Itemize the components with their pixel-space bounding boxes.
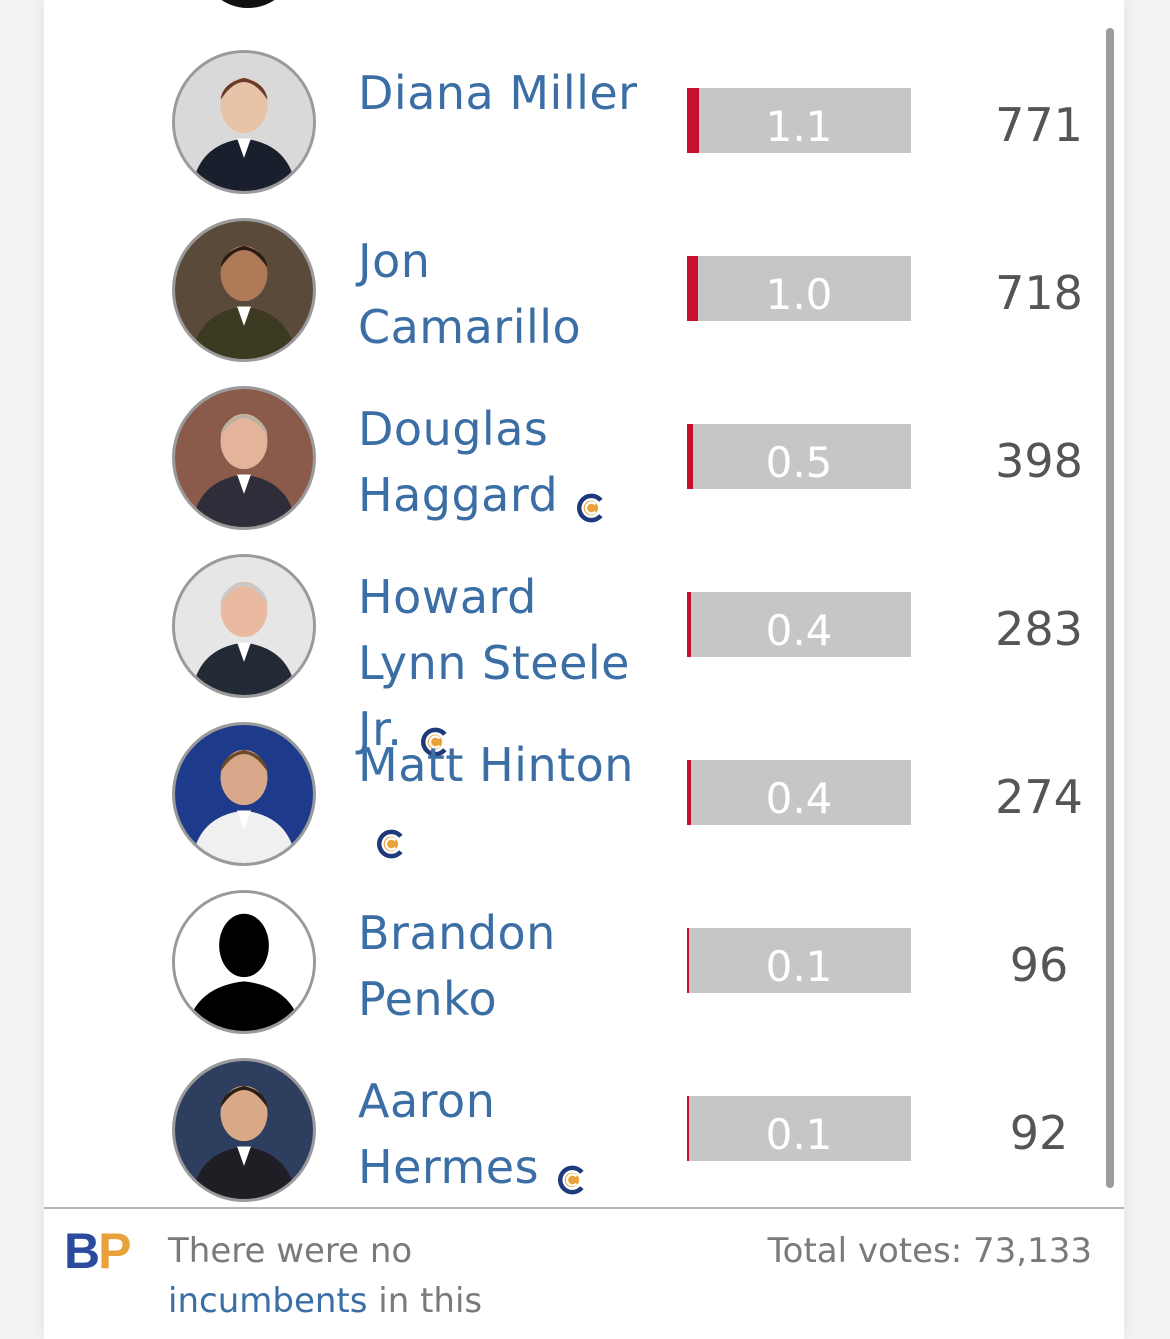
vote-percentage: 0.5 xyxy=(765,438,833,487)
logo-letter-p: P xyxy=(98,1223,131,1279)
footnote-prefix: There were no xyxy=(168,1231,413,1271)
candidate-name[interactable]: Jon Camarillo xyxy=(358,228,658,360)
vote-share-bar-fill xyxy=(687,592,691,657)
candidate-photo[interactable] xyxy=(172,218,316,362)
footer-divider xyxy=(44,1207,1124,1209)
vote-count: 771 xyxy=(995,98,1083,152)
vote-share-bar-fill xyxy=(687,1096,689,1161)
candidate-name[interactable]: Diana Miller xyxy=(358,60,658,126)
vote-share-bar-track xyxy=(687,88,911,153)
vote-percentage: 0.1 xyxy=(765,1110,833,1159)
vote-share-bar: 0.1 xyxy=(687,928,911,993)
silhouette-icon[interactable] xyxy=(172,890,316,1034)
vote-count: 283 xyxy=(995,602,1083,656)
candidate-name[interactable]: Douglas Haggard xyxy=(358,396,658,528)
candidate-connection-icon[interactable] xyxy=(372,813,408,858)
vote-count: 96 xyxy=(1009,938,1069,992)
vote-share-bar: 0.1 xyxy=(687,1096,911,1161)
footnote-suffix: in this xyxy=(378,1281,483,1321)
candidate-name-text[interactable]: Brandon Penko xyxy=(358,906,556,1026)
candidate-connection-icon[interactable] xyxy=(553,1149,589,1194)
vote-share-bar-track xyxy=(687,760,911,825)
vote-share-bar-track xyxy=(687,1096,911,1161)
logo-letter-b: B xyxy=(64,1223,100,1279)
vote-share-bar: 1.1 xyxy=(687,88,911,153)
candidate-name-text[interactable]: Diana Miller xyxy=(358,66,638,120)
vote-share-bar-fill xyxy=(687,256,698,321)
vote-percentage: 0.4 xyxy=(765,774,833,823)
candidate-photo[interactable] xyxy=(172,50,316,194)
candidate-name[interactable]: Aaron Hermes xyxy=(358,1068,658,1200)
scrollbar[interactable] xyxy=(1106,28,1114,1188)
previous-candidate-avatar xyxy=(200,0,296,8)
vote-count: 274 xyxy=(995,770,1083,824)
candidate-photo[interactable] xyxy=(172,386,316,530)
vote-share-bar-fill xyxy=(687,760,691,825)
candidate-row: Douglas Haggard 0.5 398 xyxy=(0,356,1170,530)
vote-share-bar-track xyxy=(687,928,911,993)
vote-count: 718 xyxy=(995,266,1083,320)
vote-share-bar-track xyxy=(687,424,911,489)
candidate-row: Diana Miller 1.1 771 xyxy=(0,20,1170,194)
vote-percentage: 1.0 xyxy=(765,270,833,319)
vote-share-bar: 0.4 xyxy=(687,760,911,825)
vote-share-bar: 0.5 xyxy=(687,424,911,489)
candidate-name-text[interactable]: Douglas Haggard xyxy=(358,402,559,522)
vote-percentage: 0.1 xyxy=(765,942,833,991)
vote-share-bar: 1.0 xyxy=(687,256,911,321)
vote-share-bar-fill xyxy=(687,928,689,993)
ballotpedia-logo: BP xyxy=(64,1222,131,1280)
incumbents-link[interactable]: incumbents xyxy=(168,1281,368,1321)
candidate-name-text[interactable]: Aaron Hermes xyxy=(358,1074,540,1194)
candidate-row: Matt Hinton 0.4 274 xyxy=(0,692,1170,866)
candidate-connection-icon[interactable] xyxy=(416,711,452,756)
candidate-name-text[interactable]: Jon Camarillo xyxy=(358,234,582,354)
candidate-row: Brandon Penko 0.1 96 xyxy=(0,860,1170,1034)
vote-count: 92 xyxy=(1009,1106,1069,1160)
candidate-photo[interactable] xyxy=(172,1058,316,1202)
candidate-name[interactable]: Howard Lynn Steele Jr. xyxy=(358,564,658,762)
vote-count: 398 xyxy=(995,434,1083,488)
candidate-row: Howard Lynn Steele Jr. 0.4 283 xyxy=(0,524,1170,756)
footnote: There were no incumbents in this xyxy=(168,1226,528,1326)
candidate-connection-icon[interactable] xyxy=(572,477,608,522)
candidate-photo[interactable] xyxy=(172,554,316,698)
candidate-name-text[interactable]: Howard Lynn Steele Jr. xyxy=(358,570,630,756)
candidate-name[interactable]: Brandon Penko xyxy=(358,900,658,1032)
total-votes: Total votes: 73,133 xyxy=(767,1231,1092,1271)
candidate-row: Aaron Hermes 0.1 92 xyxy=(0,1028,1170,1202)
vote-share-bar: 0.4 xyxy=(687,592,911,657)
vote-share-bar-fill xyxy=(687,424,693,489)
candidate-name-text[interactable]: Matt Hinton xyxy=(358,738,634,792)
candidate-name[interactable]: Matt Hinton xyxy=(358,732,658,864)
vote-percentage: 0.4 xyxy=(765,606,833,655)
vote-percentage: 1.1 xyxy=(765,102,833,151)
vote-share-bar-track xyxy=(687,592,911,657)
vote-share-bar-fill xyxy=(687,88,699,153)
candidate-row: Jon Camarillo 1.0 718 xyxy=(0,188,1170,362)
vote-share-bar-track xyxy=(687,256,911,321)
candidate-photo[interactable] xyxy=(172,722,316,866)
